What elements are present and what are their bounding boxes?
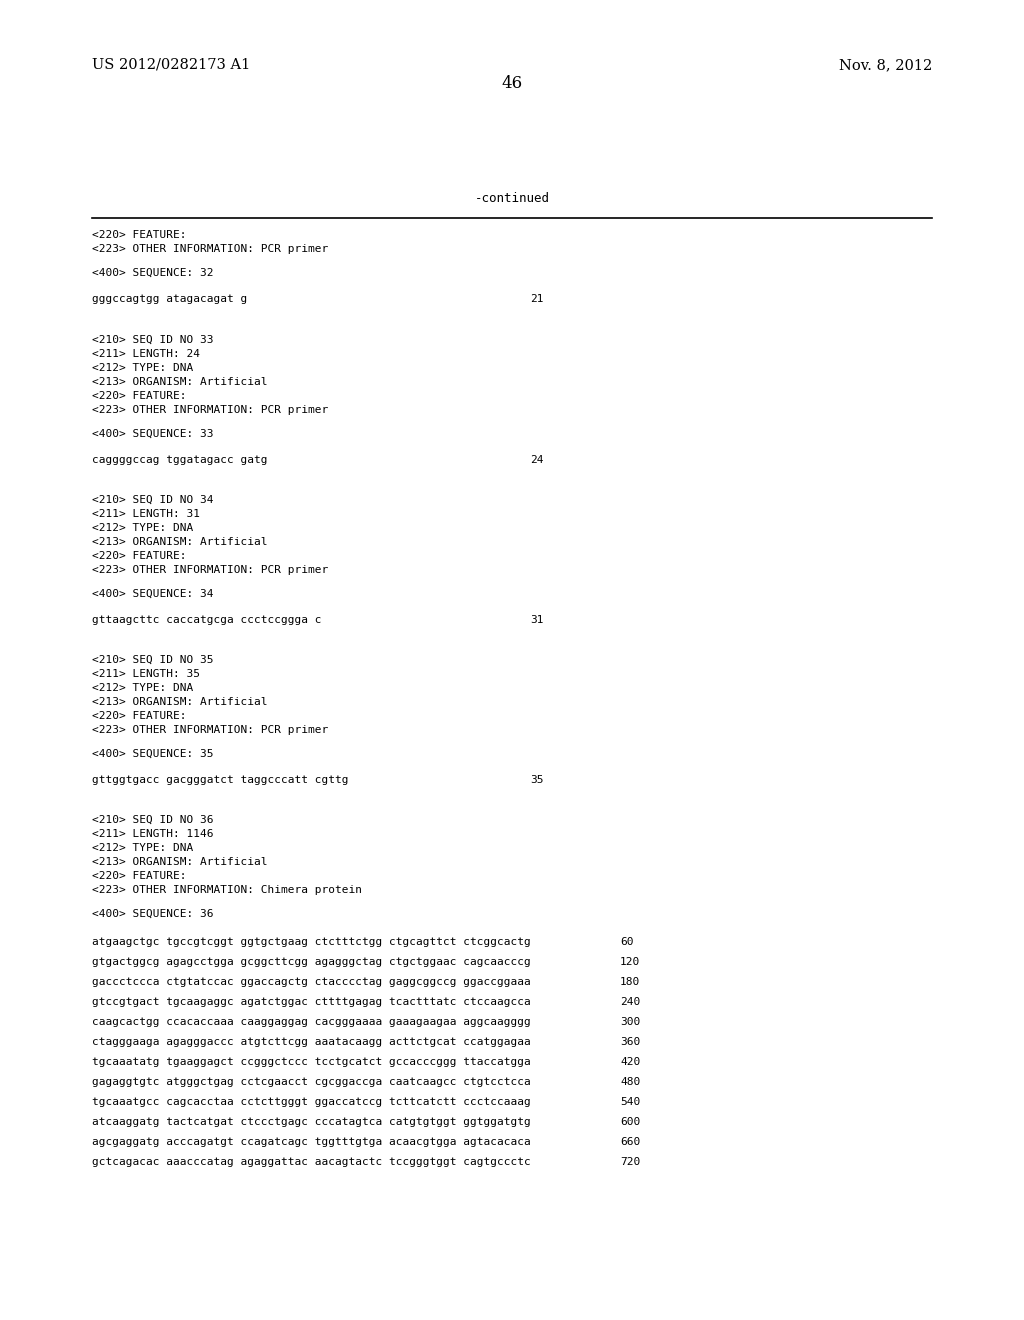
Text: 360: 360 xyxy=(620,1038,640,1047)
Text: gttaagcttc caccatgcga ccctccggga c: gttaagcttc caccatgcga ccctccggga c xyxy=(92,615,322,624)
Text: gagaggtgtc atgggctgag cctcgaacct cgcggaccga caatcaagcc ctgtcctcca: gagaggtgtc atgggctgag cctcgaacct cgcggac… xyxy=(92,1077,530,1086)
Text: tgcaaatgcc cagcacctaa cctcttgggt ggaccatccg tcttcatctt ccctccaaag: tgcaaatgcc cagcacctaa cctcttgggt ggaccat… xyxy=(92,1097,530,1107)
Text: 31: 31 xyxy=(530,615,544,624)
Text: caagcactgg ccacaccaaa caaggaggag cacgggaaaa gaaagaagaa aggcaagggg: caagcactgg ccacaccaaa caaggaggag cacggga… xyxy=(92,1016,530,1027)
Text: <400> SEQUENCE: 35: <400> SEQUENCE: 35 xyxy=(92,748,213,759)
Text: <210> SEQ ID NO 33: <210> SEQ ID NO 33 xyxy=(92,335,213,345)
Text: <212> TYPE: DNA: <212> TYPE: DNA xyxy=(92,682,194,693)
Text: <220> FEATURE:: <220> FEATURE: xyxy=(92,550,186,561)
Text: <211> LENGTH: 31: <211> LENGTH: 31 xyxy=(92,510,200,519)
Text: <220> FEATURE:: <220> FEATURE: xyxy=(92,711,186,721)
Text: 60: 60 xyxy=(620,937,634,946)
Text: 480: 480 xyxy=(620,1077,640,1086)
Text: <400> SEQUENCE: 33: <400> SEQUENCE: 33 xyxy=(92,429,213,440)
Text: 540: 540 xyxy=(620,1097,640,1107)
Text: <212> TYPE: DNA: <212> TYPE: DNA xyxy=(92,843,194,853)
Text: <211> LENGTH: 1146: <211> LENGTH: 1146 xyxy=(92,829,213,840)
Text: caggggccag tggatagacc gatg: caggggccag tggatagacc gatg xyxy=(92,455,267,465)
Text: -continued: -continued xyxy=(474,191,550,205)
Text: 120: 120 xyxy=(620,957,640,968)
Text: <210> SEQ ID NO 34: <210> SEQ ID NO 34 xyxy=(92,495,213,506)
Text: 300: 300 xyxy=(620,1016,640,1027)
Text: <400> SEQUENCE: 34: <400> SEQUENCE: 34 xyxy=(92,589,213,599)
Text: agcgaggatg acccagatgt ccagatcagc tggtttgtga acaacgtgga agtacacaca: agcgaggatg acccagatgt ccagatcagc tggtttg… xyxy=(92,1137,530,1147)
Text: ctagggaaga agagggaccc atgtcttcgg aaatacaagg acttctgcat ccatggagaa: ctagggaaga agagggaccc atgtcttcgg aaataca… xyxy=(92,1038,530,1047)
Text: atcaaggatg tactcatgat ctccctgagc cccatagtca catgtgtggt ggtggatgtg: atcaaggatg tactcatgat ctccctgagc cccatag… xyxy=(92,1117,530,1127)
Text: 35: 35 xyxy=(530,775,544,785)
Text: tgcaaatatg tgaaggagct ccgggctccc tcctgcatct gccacccggg ttaccatgga: tgcaaatatg tgaaggagct ccgggctccc tcctgca… xyxy=(92,1057,530,1067)
Text: <210> SEQ ID NO 35: <210> SEQ ID NO 35 xyxy=(92,655,213,665)
Text: 21: 21 xyxy=(530,294,544,304)
Text: <212> TYPE: DNA: <212> TYPE: DNA xyxy=(92,523,194,533)
Text: <223> OTHER INFORMATION: PCR primer: <223> OTHER INFORMATION: PCR primer xyxy=(92,565,329,576)
Text: <400> SEQUENCE: 36: <400> SEQUENCE: 36 xyxy=(92,909,213,919)
Text: <220> FEATURE:: <220> FEATURE: xyxy=(92,230,186,240)
Text: <213> ORGANISM: Artificial: <213> ORGANISM: Artificial xyxy=(92,378,267,387)
Text: gtccgtgact tgcaagaggc agatctggac cttttgagag tcactttatc ctccaagcca: gtccgtgact tgcaagaggc agatctggac cttttga… xyxy=(92,997,530,1007)
Text: <223> OTHER INFORMATION: PCR primer: <223> OTHER INFORMATION: PCR primer xyxy=(92,405,329,414)
Text: 660: 660 xyxy=(620,1137,640,1147)
Text: gttggtgacc gacgggatct taggcccatt cgttg: gttggtgacc gacgggatct taggcccatt cgttg xyxy=(92,775,348,785)
Text: <220> FEATURE:: <220> FEATURE: xyxy=(92,871,186,880)
Text: gaccctccca ctgtatccac ggaccagctg ctacccctag gaggcggccg ggaccggaaa: gaccctccca ctgtatccac ggaccagctg ctacccc… xyxy=(92,977,530,987)
Text: <223> OTHER INFORMATION: PCR primer: <223> OTHER INFORMATION: PCR primer xyxy=(92,725,329,735)
Text: gggccagtgg atagacagat g: gggccagtgg atagacagat g xyxy=(92,294,247,304)
Text: <400> SEQUENCE: 32: <400> SEQUENCE: 32 xyxy=(92,268,213,279)
Text: gctcagacac aaacccatag agaggattac aacagtactc tccgggtggt cagtgccctc: gctcagacac aaacccatag agaggattac aacagta… xyxy=(92,1158,530,1167)
Text: 420: 420 xyxy=(620,1057,640,1067)
Text: <211> LENGTH: 24: <211> LENGTH: 24 xyxy=(92,348,200,359)
Text: 600: 600 xyxy=(620,1117,640,1127)
Text: <213> ORGANISM: Artificial: <213> ORGANISM: Artificial xyxy=(92,697,267,708)
Text: Nov. 8, 2012: Nov. 8, 2012 xyxy=(839,58,932,73)
Text: atgaagctgc tgccgtcggt ggtgctgaag ctctttctgg ctgcagttct ctcggcactg: atgaagctgc tgccgtcggt ggtgctgaag ctctttc… xyxy=(92,937,530,946)
Text: <212> TYPE: DNA: <212> TYPE: DNA xyxy=(92,363,194,374)
Text: <211> LENGTH: 35: <211> LENGTH: 35 xyxy=(92,669,200,678)
Text: <213> ORGANISM: Artificial: <213> ORGANISM: Artificial xyxy=(92,537,267,546)
Text: <223> OTHER INFORMATION: PCR primer: <223> OTHER INFORMATION: PCR primer xyxy=(92,244,329,253)
Text: 46: 46 xyxy=(502,75,522,92)
Text: 24: 24 xyxy=(530,455,544,465)
Text: gtgactggcg agagcctgga gcggcttcgg agagggctag ctgctggaac cagcaacccg: gtgactggcg agagcctgga gcggcttcgg agagggc… xyxy=(92,957,530,968)
Text: <220> FEATURE:: <220> FEATURE: xyxy=(92,391,186,401)
Text: US 2012/0282173 A1: US 2012/0282173 A1 xyxy=(92,58,250,73)
Text: 720: 720 xyxy=(620,1158,640,1167)
Text: 240: 240 xyxy=(620,997,640,1007)
Text: <210> SEQ ID NO 36: <210> SEQ ID NO 36 xyxy=(92,814,213,825)
Text: 180: 180 xyxy=(620,977,640,987)
Text: <213> ORGANISM: Artificial: <213> ORGANISM: Artificial xyxy=(92,857,267,867)
Text: <223> OTHER INFORMATION: Chimera protein: <223> OTHER INFORMATION: Chimera protein xyxy=(92,884,362,895)
